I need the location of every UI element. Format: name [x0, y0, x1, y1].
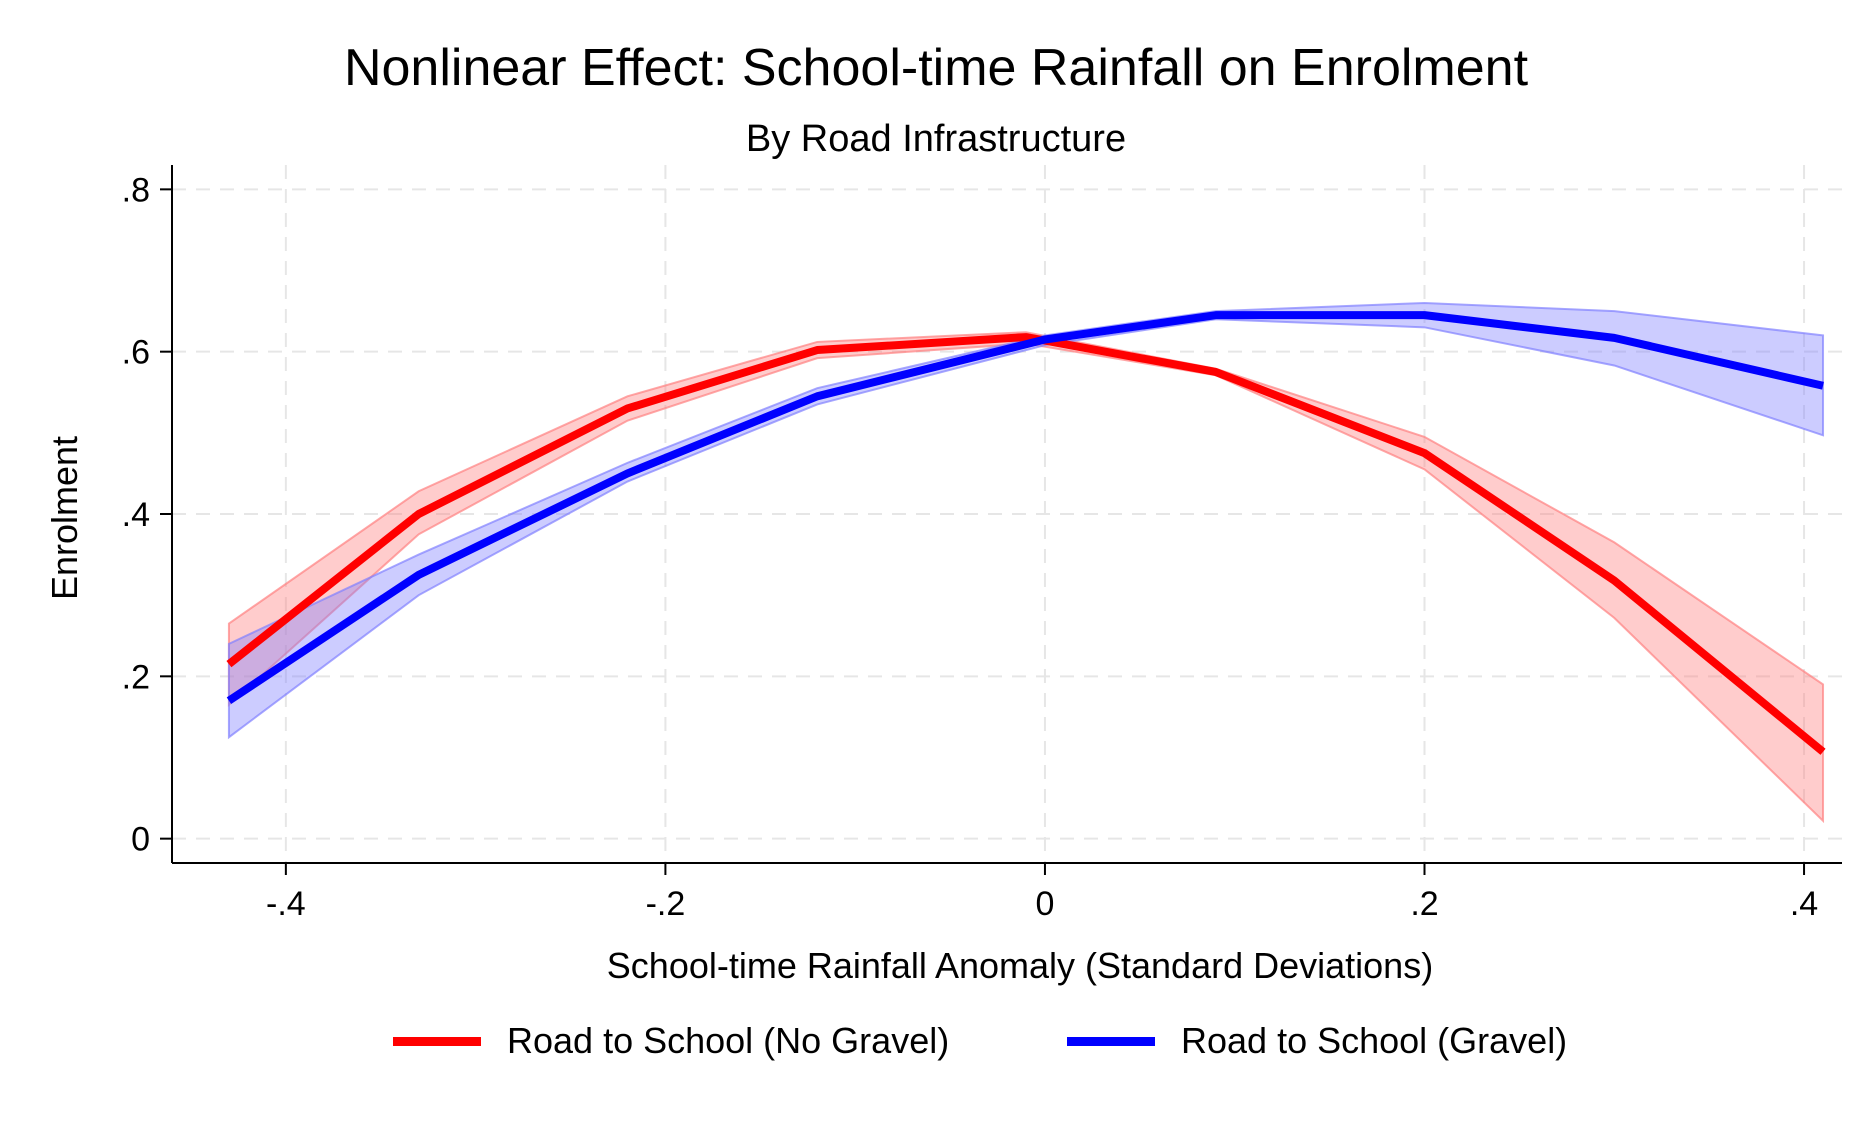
ci-band-series-1: [227, 301, 1825, 740]
x-tick-label-1: -.2: [646, 885, 686, 923]
chart-subtitle: By Road Infrastructure: [745, 118, 1127, 160]
x-tick-label-0: -.4: [266, 885, 306, 923]
x-tick-label-3: .2: [1410, 885, 1438, 923]
legend: Road to School (No Gravel) Road to Schoo…: [0, 1020, 1872, 1070]
y-tick-label-1: .2: [122, 658, 150, 696]
legend-swatch-no-gravel: [393, 1036, 481, 1046]
y-tick-label-2: .4: [122, 496, 150, 534]
legend-label-gravel: Road to School (Gravel): [1181, 1020, 1568, 1061]
x-tick-label-2: 0: [1035, 885, 1054, 923]
y-tick-label-4: .8: [122, 171, 150, 209]
legend-item-gravel: Road to School (Gravel): [1067, 1020, 1567, 1062]
y-tick-label-0: 0: [131, 821, 150, 859]
ci-band-series-0: [227, 331, 1825, 824]
x-axis-label: School-time Rainfall Anomaly (Standard D…: [606, 945, 1434, 986]
legend-swatch-gravel: [1067, 1036, 1155, 1046]
legend-label-no-gravel: Road to School (No Gravel): [507, 1020, 950, 1061]
chart-title: Nonlinear Effect: School-time Rainfall o…: [343, 39, 1529, 97]
legend-item-no-gravel: Road to School (No Gravel): [393, 1020, 949, 1062]
y-tick-label-3: .6: [122, 334, 150, 372]
x-tick-label-4: .4: [1790, 885, 1818, 923]
